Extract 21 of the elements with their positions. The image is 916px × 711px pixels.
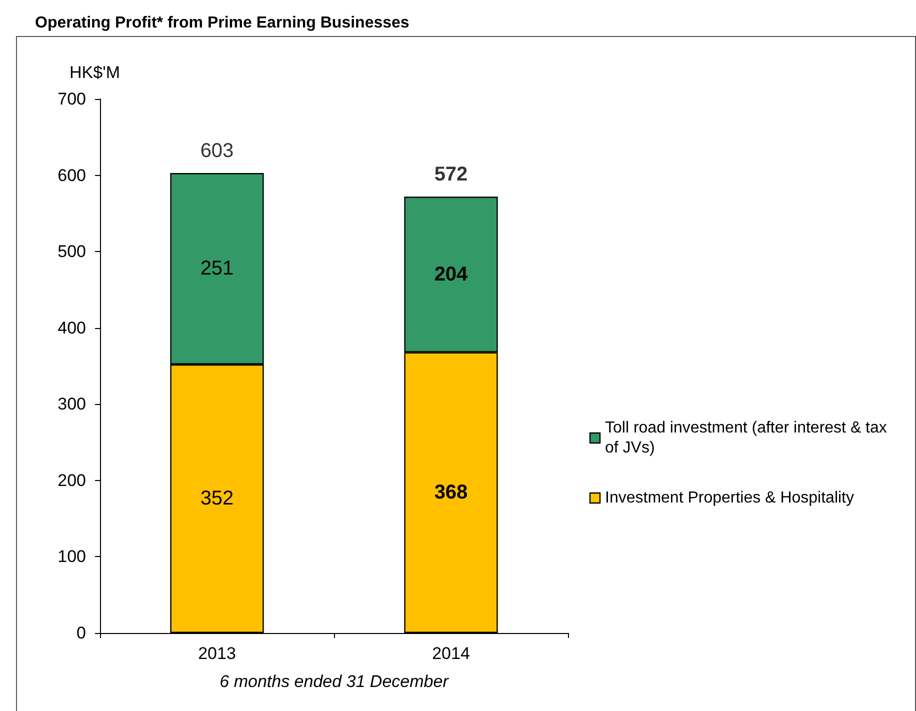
x-axis-title: 6 months ended 31 December [220, 672, 450, 691]
y-tick-label: 200 [58, 470, 86, 490]
total-label: 603 [200, 140, 234, 162]
legend-label: Investment Properties & Hospitality [605, 490, 854, 506]
data-label: 368 [434, 482, 468, 504]
y-tick-label: 300 [58, 394, 86, 414]
y-axis-title: HK$'M [70, 63, 120, 82]
data-label: 251 [200, 258, 234, 280]
total-label: 572 [434, 164, 468, 186]
legend-label: Toll road investment (after interest & tax of JVs) [605, 420, 892, 456]
y-tick-label: 700 [58, 90, 86, 108]
data-label: 204 [434, 263, 469, 286]
y-tick-label: 400 [58, 318, 86, 338]
x-tick-label: 2014 [432, 644, 470, 663]
y-tick-label: 500 [58, 242, 86, 262]
chart-title: Operating Profit* from Prime Earning Businesses [35, 14, 410, 32]
y-tick-label: 0 [76, 624, 86, 642]
y-tick-label: 100 [58, 547, 86, 566]
data-label: 352 [200, 488, 234, 510]
y-tick-label: 600 [58, 166, 86, 185]
x-tick-label: 2013 [198, 644, 236, 663]
